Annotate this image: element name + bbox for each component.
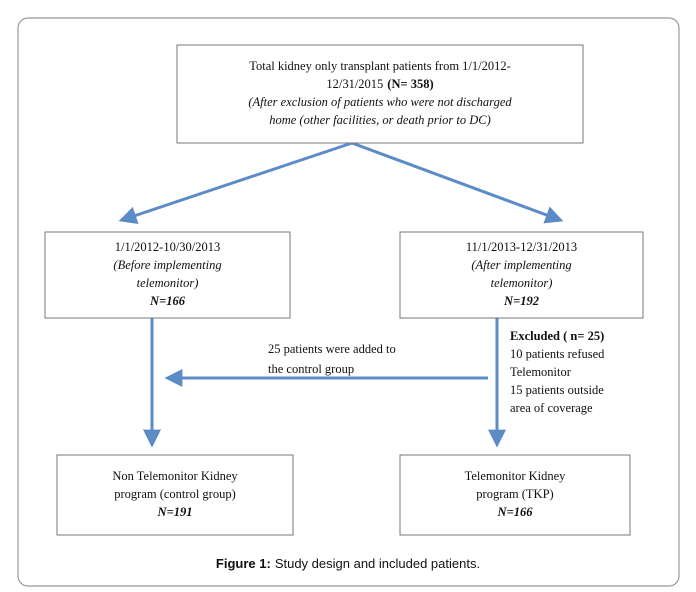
node-box [399,231,644,319]
text-segment: 25 patients were added to [268,342,396,356]
text-line: area of coverage [510,401,593,415]
node-box [44,231,291,319]
node: Telemonitor Kidney program (TKP) N=166 [399,454,631,536]
note: Excluded ( n= 25) 10 patients refused Tele… [510,329,605,415]
text-line: program (TKP) [476,487,553,501]
frame [17,17,680,587]
node: Total kidney only transplant patients fr… [176,44,584,144]
text-segment: Study design and included patients. [275,556,480,571]
text-segment: 10 patients refused [510,347,605,361]
text-line: Total kidney only transplant patients fr… [249,59,511,73]
text-line: 11/1/2013-12/31/2013 [466,240,577,254]
text-segment: program (TKP) [476,487,553,501]
text-line: Figure 1: Study design and included patie… [216,556,480,571]
text-segment: Total kidney only transplant patients fr… [249,59,511,73]
text-segment: Non Telemonitor Kidney [112,469,238,483]
text-segment: area of coverage [510,401,593,415]
text-segment: Telemonitor [510,365,572,379]
text-line: Non Telemonitor Kidney [112,469,238,483]
arrow [351,141,564,224]
text-line: home (other facilities, or death prior t… [269,113,491,127]
text-segment: telemonitor) [491,276,553,290]
text-segment: home (other facilities, or death prior t… [269,113,491,127]
node-box [399,454,631,536]
text-segment: telemonitor) [137,276,199,290]
text-line: 10 patients refused [510,347,605,361]
text-segment: (Before implementing [113,258,221,272]
text-line: (Before implementing [113,258,221,272]
text-segment: Figure 1: [216,556,271,571]
text-segment: (N= 358) [387,77,433,91]
text-line: N=191 [157,505,193,519]
note: 25 patients were added to the control gro… [268,342,396,376]
text-segment: 12/31/2015 [326,77,383,91]
text-line: Excluded ( n= 25) [510,329,604,343]
text-segment: N=192 [503,294,539,308]
text-segment: program (control group) [114,487,236,501]
text-line: N=192 [503,294,539,308]
node-box [176,44,584,144]
node: 11/1/2013-12/31/2013 (After implementing t… [399,231,644,319]
text-line: N=166 [149,294,186,308]
text-line: 15 patients outside [510,383,604,397]
text-segment: (After implementing [471,258,571,272]
text-segment: Telemonitor Kidney [465,469,567,483]
arrows [118,141,564,448]
text-line: program (control group) [114,487,236,501]
text-line: 1/1/2012-10/30/2013 [115,240,221,254]
text-line: (After implementing [471,258,571,272]
node: Non Telemonitor Kidney program (control g… [56,454,294,536]
text-segment: 11/1/2013-12/31/2013 [466,240,577,254]
text-line: (After exclusion of patients who were no… [248,95,512,109]
text-segment: 1/1/2012-10/30/2013 [115,240,221,254]
text-segment: 15 patients outside [510,383,604,397]
arrow [118,141,353,224]
text-segment: N=191 [157,505,193,519]
text-line: N=166 [497,505,534,519]
text-line: Telemonitor [510,365,572,379]
text-line: telemonitor) [491,276,553,290]
text-line: telemonitor) [137,276,199,290]
content: Total kidney only transplant patients fr… [44,44,644,571]
text-line: 12/31/2015 (N= 358) [326,77,433,91]
text-segment: (After exclusion of patients who were no… [248,95,512,109]
node: 1/1/2012-10/30/2013 (Before implementing t… [44,231,291,319]
text-segment: Excluded ( n= 25) [510,329,604,343]
caption: Figure 1: Study design and included patie… [216,556,480,571]
text-line: the control group [268,362,354,376]
text-segment: the control group [268,362,354,376]
node-box [56,454,294,536]
text-line: 25 patients were added to [268,342,396,356]
text-line: Telemonitor Kidney [465,469,567,483]
text-segment: N=166 [497,505,534,519]
text-segment: N=166 [149,294,186,308]
